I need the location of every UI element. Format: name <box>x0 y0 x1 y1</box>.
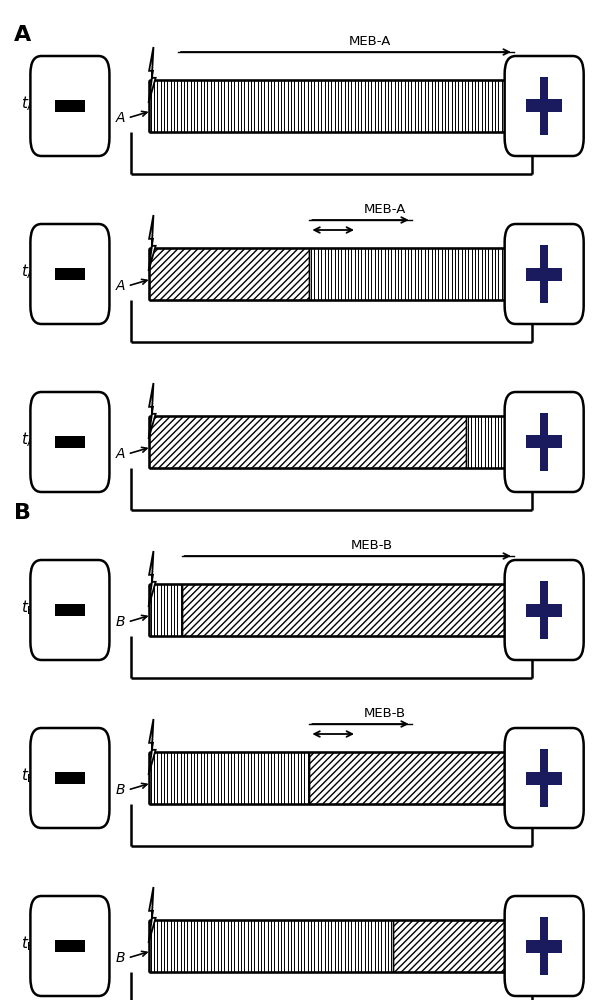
Text: MEB-B: MEB-B <box>364 707 406 720</box>
FancyBboxPatch shape <box>505 728 584 828</box>
Bar <box>527 603 562 616</box>
Text: $t_{\mathrm{B0}}$: $t_{\mathrm{B0}}$ <box>21 599 43 617</box>
Text: A: A <box>116 447 125 461</box>
Bar <box>149 248 309 300</box>
Bar <box>149 416 466 468</box>
Bar <box>149 584 182 636</box>
Bar <box>182 584 514 636</box>
Text: MEB-B: MEB-B <box>351 539 393 552</box>
Bar <box>149 920 393 972</box>
FancyBboxPatch shape <box>30 896 109 996</box>
Bar <box>393 920 514 972</box>
Bar <box>149 752 309 804</box>
Bar <box>541 77 548 135</box>
Bar <box>149 80 514 132</box>
Bar <box>55 436 85 448</box>
Bar <box>541 413 548 471</box>
FancyBboxPatch shape <box>30 56 109 156</box>
Bar <box>309 248 514 300</box>
Bar <box>393 920 514 972</box>
Bar <box>182 584 514 636</box>
Bar <box>182 584 514 636</box>
Bar <box>149 752 309 804</box>
Text: MEB-A: MEB-A <box>364 203 406 216</box>
FancyBboxPatch shape <box>505 896 584 996</box>
Bar <box>149 416 466 468</box>
Bar <box>527 435 562 448</box>
Bar <box>309 752 514 804</box>
Text: $t_{\mathrm{A1}}$: $t_{\mathrm{A1}}$ <box>21 263 43 281</box>
Bar <box>55 772 85 784</box>
Bar <box>149 248 309 300</box>
Bar <box>309 752 514 804</box>
FancyBboxPatch shape <box>505 224 584 324</box>
Text: $\mathbf{A}$: $\mathbf{A}$ <box>13 25 32 45</box>
Bar <box>149 584 182 636</box>
Text: B: B <box>116 783 125 797</box>
Bar <box>55 100 85 112</box>
Text: $\mathbf{B}$: $\mathbf{B}$ <box>13 503 31 523</box>
Bar <box>466 416 514 468</box>
Text: MEB-A: MEB-A <box>349 35 392 48</box>
Bar <box>149 80 514 132</box>
Bar <box>541 245 548 303</box>
Bar <box>541 917 548 975</box>
Bar <box>541 581 548 639</box>
Bar <box>527 940 562 952</box>
Bar <box>527 99 562 112</box>
Bar <box>149 248 309 300</box>
Text: A: A <box>116 111 125 125</box>
Text: $t_{\mathrm{A0}}$: $t_{\mathrm{A0}}$ <box>21 95 43 113</box>
Bar <box>55 940 85 952</box>
Text: $t_{\mathrm{A2}}$: $t_{\mathrm{A2}}$ <box>21 431 42 449</box>
Text: B: B <box>116 615 125 629</box>
Bar <box>541 749 548 807</box>
Polygon shape <box>148 215 156 271</box>
Text: $t_{\mathrm{B2}}$: $t_{\mathrm{B2}}$ <box>21 935 42 953</box>
Polygon shape <box>148 47 156 103</box>
FancyBboxPatch shape <box>30 560 109 660</box>
Text: $t_{\mathrm{B1}}$: $t_{\mathrm{B1}}$ <box>21 767 43 785</box>
FancyBboxPatch shape <box>30 224 109 324</box>
Bar <box>309 752 514 804</box>
Polygon shape <box>148 383 156 439</box>
FancyBboxPatch shape <box>505 560 584 660</box>
Bar <box>466 416 514 468</box>
Bar <box>527 267 562 280</box>
Bar <box>393 920 514 972</box>
Bar <box>149 416 466 468</box>
FancyBboxPatch shape <box>30 728 109 828</box>
FancyBboxPatch shape <box>505 392 584 492</box>
Bar <box>55 268 85 280</box>
Bar <box>527 772 562 784</box>
Bar <box>55 604 85 616</box>
Polygon shape <box>148 719 156 775</box>
Bar <box>309 248 514 300</box>
Polygon shape <box>148 551 156 607</box>
FancyBboxPatch shape <box>505 56 584 156</box>
Text: B: B <box>116 951 125 965</box>
Text: A: A <box>116 279 125 293</box>
Bar <box>149 920 393 972</box>
FancyBboxPatch shape <box>30 392 109 492</box>
Polygon shape <box>148 887 156 943</box>
